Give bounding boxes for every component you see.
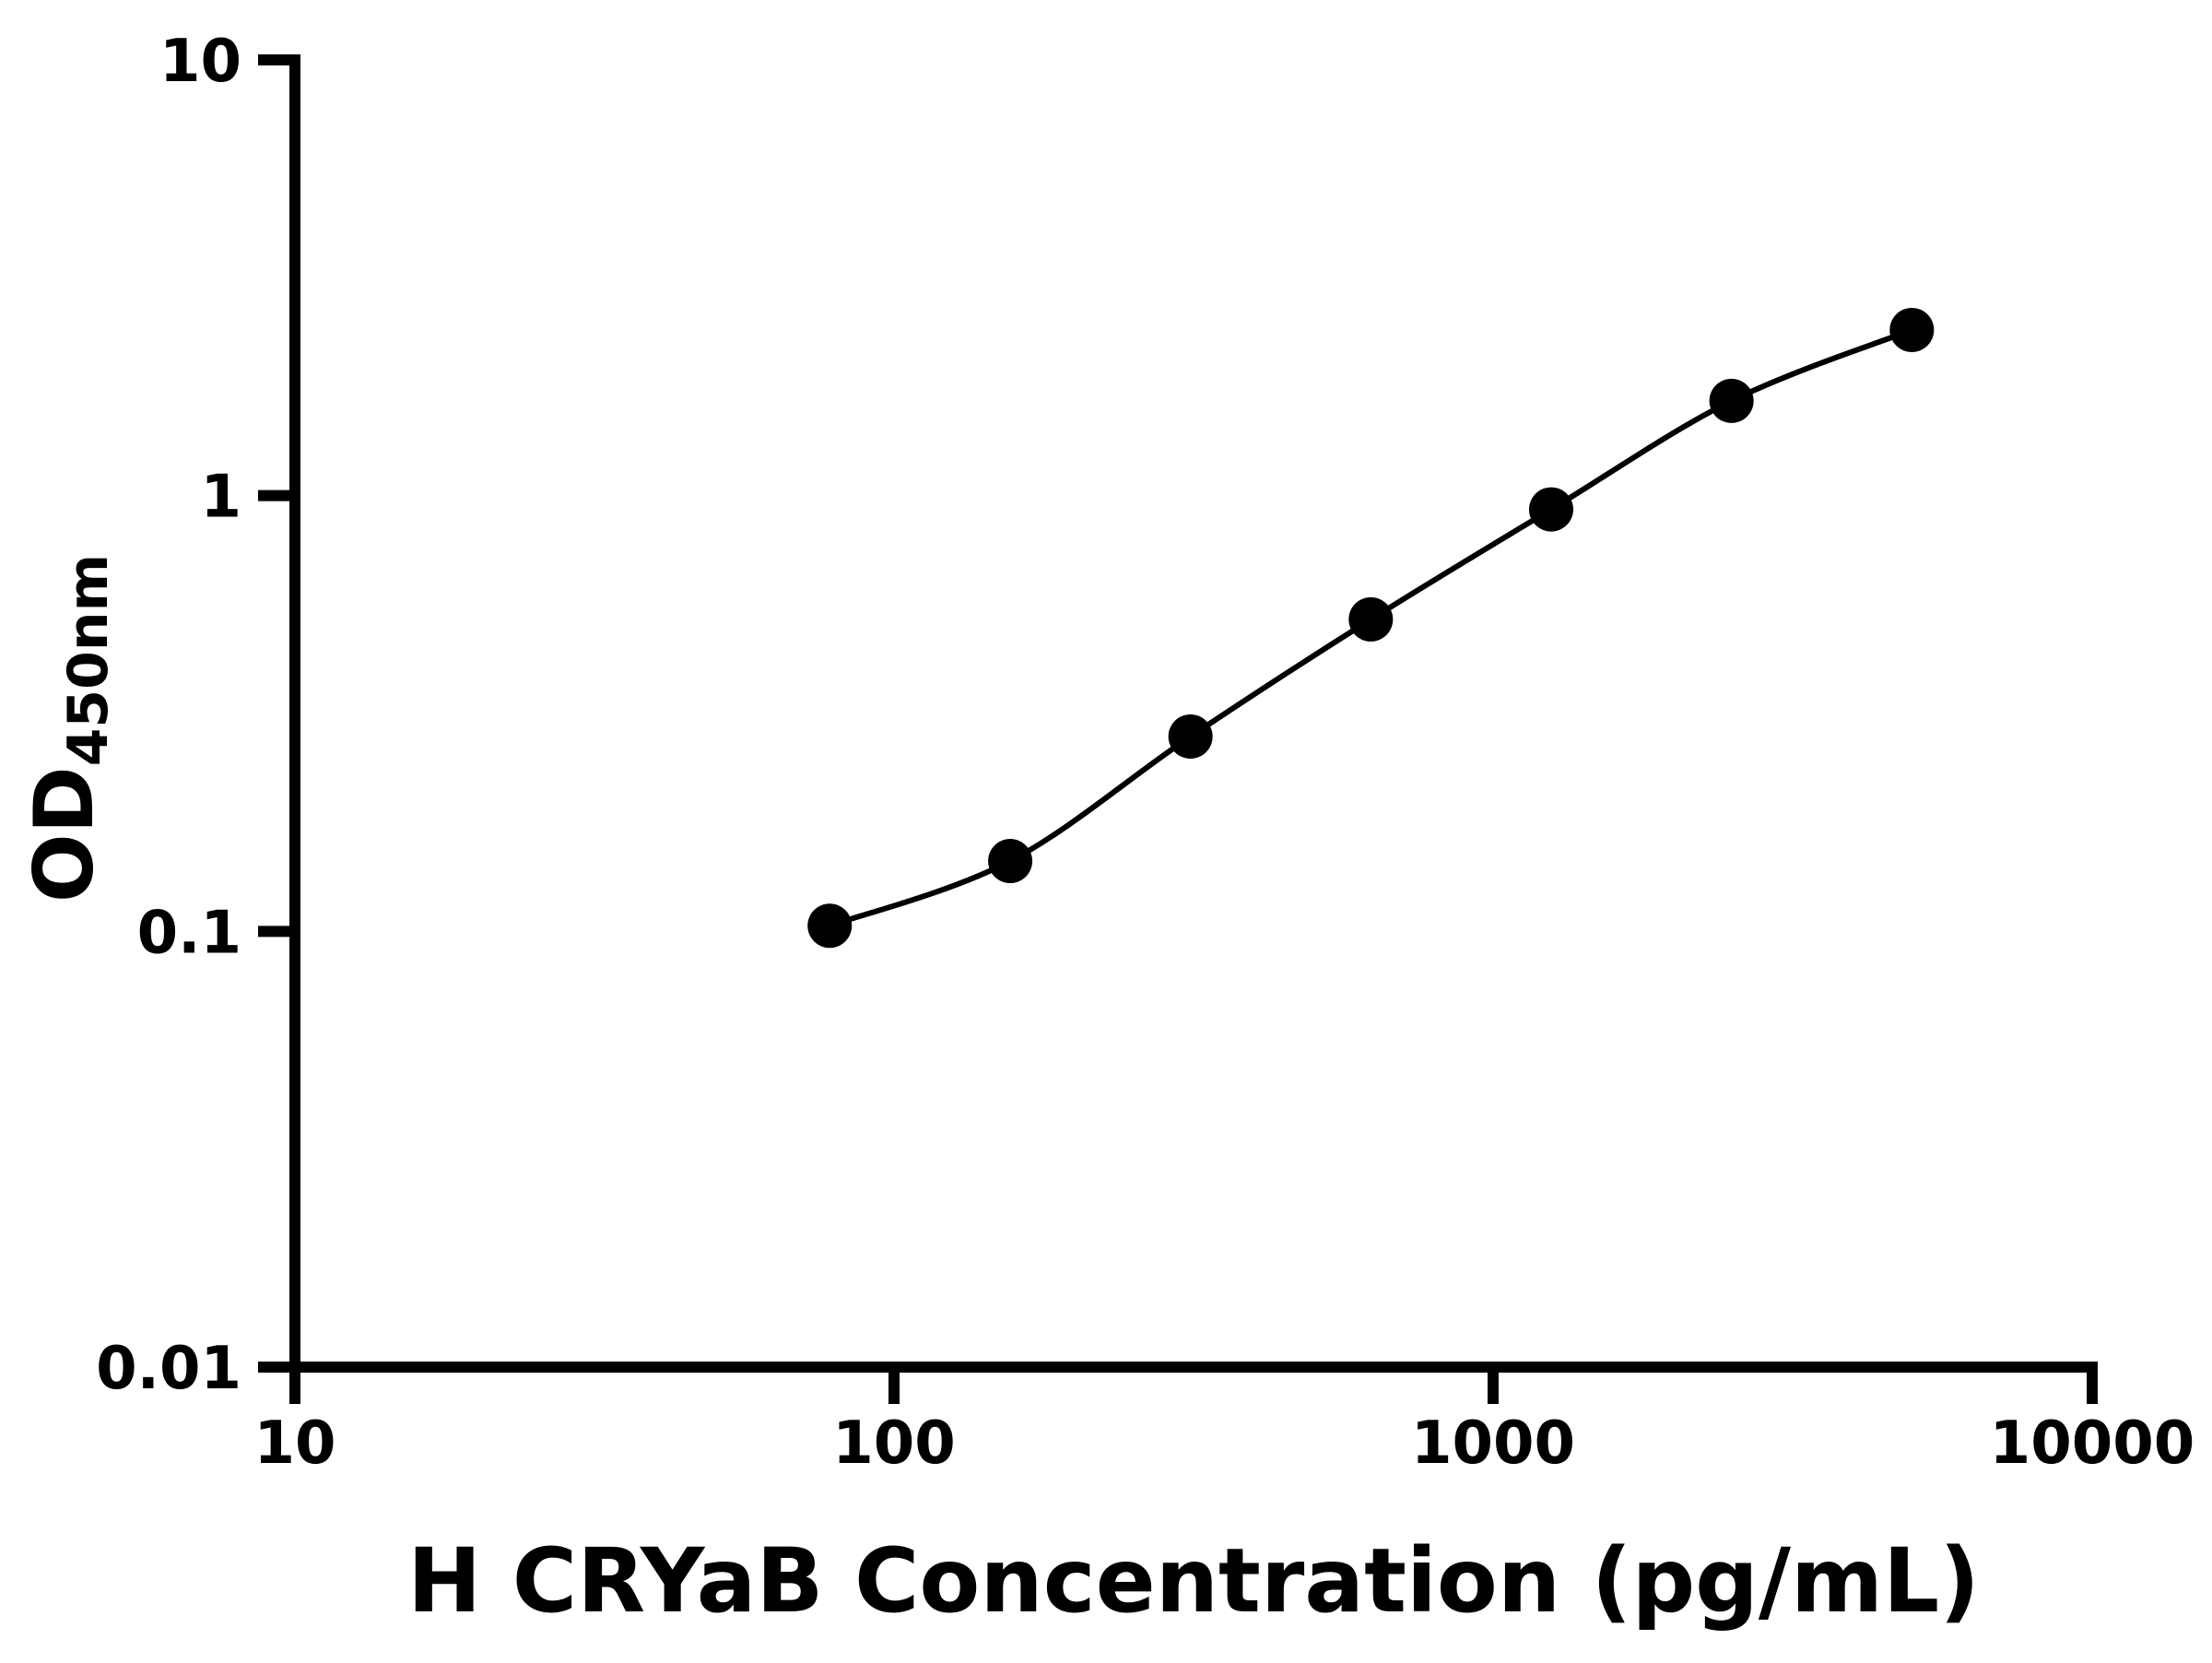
y-tick-label: 0.1 [137,899,241,967]
data-series [807,307,1935,949]
y-tick-label: 1 [200,464,241,532]
x-tick-label: 10000 [1990,1409,2195,1478]
data-point [1889,307,1935,352]
y-axis-title-subscript: 450nm [56,554,121,766]
x-tick-label: 1000 [1411,1409,1575,1478]
x-tick-label: 100 [832,1409,956,1478]
x-tick-label: 10 [253,1409,335,1478]
data-point [1709,378,1754,423]
y-axis-title: OD450nm [17,554,121,902]
x-axis-title: H CRYaB Concentration (pg/mL) [407,1529,1980,1633]
data-point [988,839,1033,884]
y-axis-title-main: OD [17,766,112,902]
data-point [1528,487,1573,532]
axes: 10 100 1000 10000 10 1 0.1 0.01 [96,28,2194,1478]
axis-spine [289,54,2098,1373]
data-point [807,903,853,949]
data-point [1168,714,1213,759]
y-tick-label: 0.01 [96,1335,241,1403]
y-tick-label: 10 [159,28,241,96]
data-point [1348,596,1394,642]
